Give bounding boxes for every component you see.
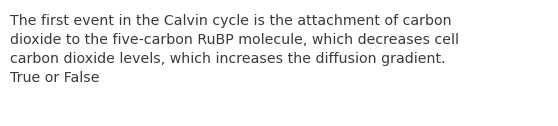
Text: True or False: True or False xyxy=(10,71,99,85)
Text: carbon dioxide levels, which increases the diffusion gradient.: carbon dioxide levels, which increases t… xyxy=(10,52,446,66)
Text: The first event in the Calvin cycle is the attachment of carbon: The first event in the Calvin cycle is t… xyxy=(10,14,451,28)
Text: dioxide to the five-carbon RuBP molecule, which decreases cell: dioxide to the five-carbon RuBP molecule… xyxy=(10,33,459,47)
